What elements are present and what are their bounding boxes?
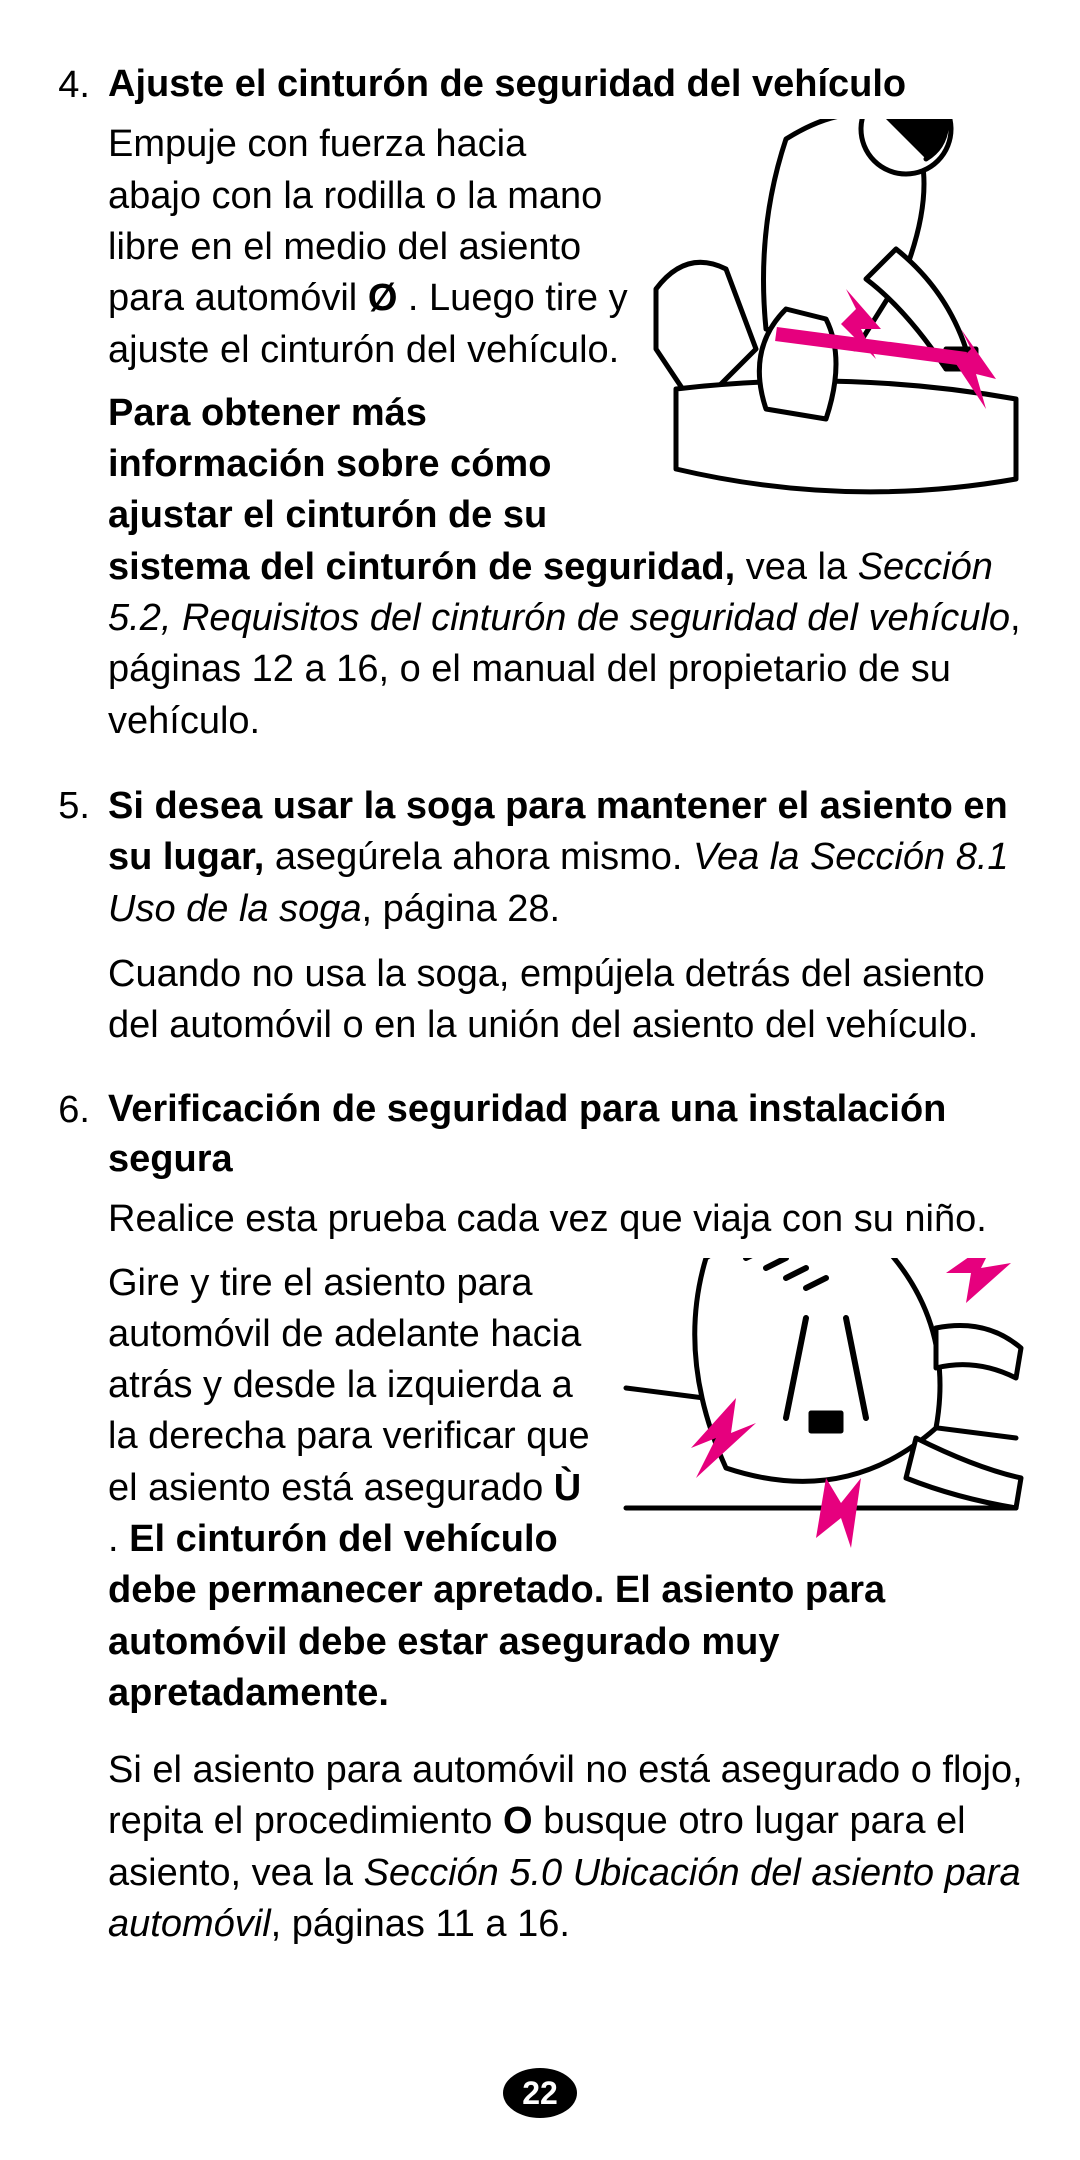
illustration-car-seat-check-icon bbox=[616, 1258, 1026, 1548]
page-number-badge: 22 bbox=[503, 2068, 577, 2118]
paragraph: Realice esta prueba cada vez que viaja c… bbox=[108, 1194, 1026, 1245]
list-item-6: 6. Verificación de seguridad para una in… bbox=[54, 1085, 1026, 1962]
list-item-4: 4. Ajuste el cinturón de seguridad del v… bbox=[54, 60, 1026, 759]
illustration-person-kneeling-icon bbox=[646, 119, 1026, 539]
paragraph: Si desea usar la soga para mantener el a… bbox=[108, 781, 1026, 935]
item-content: Si desea usar la soga para mantener el a… bbox=[108, 781, 1026, 1063]
item-number: 4. bbox=[54, 60, 108, 111]
item-number: 5. bbox=[54, 781, 108, 832]
item-number: 6. bbox=[54, 1085, 108, 1136]
figure-press-seat: Ø bbox=[646, 119, 1026, 539]
paragraph: Si el asiento para automóvil no está ase… bbox=[108, 1745, 1026, 1950]
item-content: Verificación de seguridad para una insta… bbox=[108, 1085, 1026, 1962]
item-content: Ajuste el cinturón de seguridad del vehí… bbox=[108, 60, 1026, 759]
figure-twist-seat: Ù bbox=[616, 1258, 1026, 1548]
paragraph: Cuando no usa la soga, empújela detrás d… bbox=[108, 949, 1026, 1052]
item-title: Ajuste el cinturón de seguridad del vehí… bbox=[108, 60, 1026, 109]
item-title: Verificación de seguridad para una insta… bbox=[108, 1085, 1026, 1184]
list-item-5: 5. Si desea usar la soga para mantener e… bbox=[54, 781, 1026, 1063]
